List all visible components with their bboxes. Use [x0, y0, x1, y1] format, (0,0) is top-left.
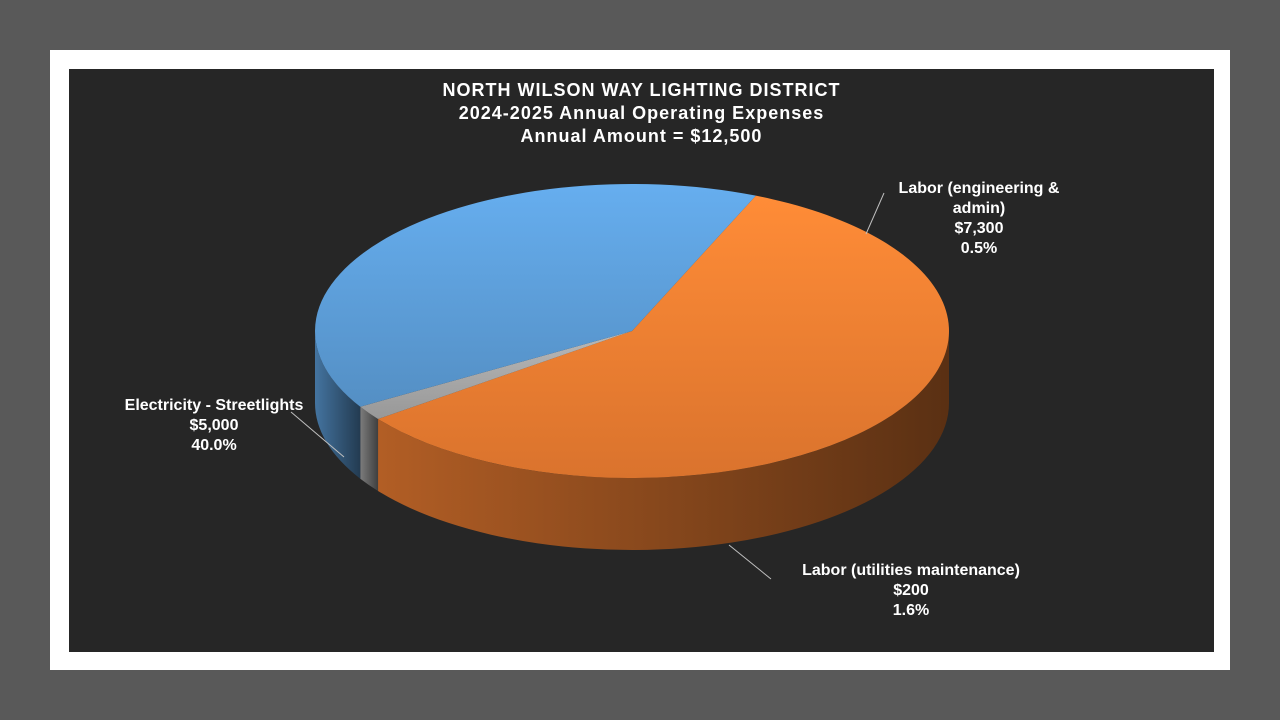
data-label-labor-engineering-admin-percent: 0.5% [961, 240, 997, 257]
leader-line-labor-utilities-maintenance [728, 544, 772, 580]
pie-slice-labor-utilities-maintenance [360, 331, 632, 419]
chart-subtitle-line-1: 2024-2025 Annual Operating Expenses [458, 103, 825, 123]
data-label-labor-utilities-maintenance-percent: 1.6% [893, 602, 929, 619]
pie-chart: Labor (engineering & admin) $7,300 0.5% Labo… [125, 180, 1060, 619]
pie-slice-electricity-streetlights [315, 183, 756, 407]
pie-side-labor-engineering-admin [378, 331, 949, 550]
leader-line-labor-engineering-admin [865, 192, 885, 235]
pie-side-labor-utilities-maintenance [360, 406, 379, 491]
data-label-labor-engineering-admin-label-2: admin) [953, 200, 1005, 217]
chart-frame: NORTH WILSON WAY LIGHTING DISTRICT 2024-… [50, 50, 1230, 670]
data-label-labor-utilities-maintenance-amount: $200 [893, 582, 929, 599]
chart-area: NORTH WILSON WAY LIGHTING DISTRICT 2024-… [69, 69, 1214, 652]
chart-title: NORTH WILSON WAY LIGHTING DISTRICT [442, 80, 841, 100]
data-label-electricity-streetlights-label-1: Electricity - Streetlights [125, 397, 304, 414]
data-label-electricity-streetlights-amount: $5,000 [190, 417, 239, 434]
data-label-labor-utilities-maintenance-label-1: Labor (utilities maintenance) [802, 562, 1020, 579]
pie-slice-labor-engineering-admin [378, 195, 950, 478]
chart-subtitle-line-2: Annual Amount = $12,500 [520, 126, 763, 146]
data-label-electricity-streetlights-percent: 40.0% [191, 437, 236, 454]
leader-line-electricity-streetlights [290, 411, 345, 458]
chart-titles: NORTH WILSON WAY LIGHTING DISTRICT 2024-… [69, 79, 1214, 148]
data-label-labor-engineering-admin-label-1: Labor (engineering & [899, 180, 1060, 197]
data-label-labor-engineering-admin-amount: $7,300 [955, 220, 1004, 237]
